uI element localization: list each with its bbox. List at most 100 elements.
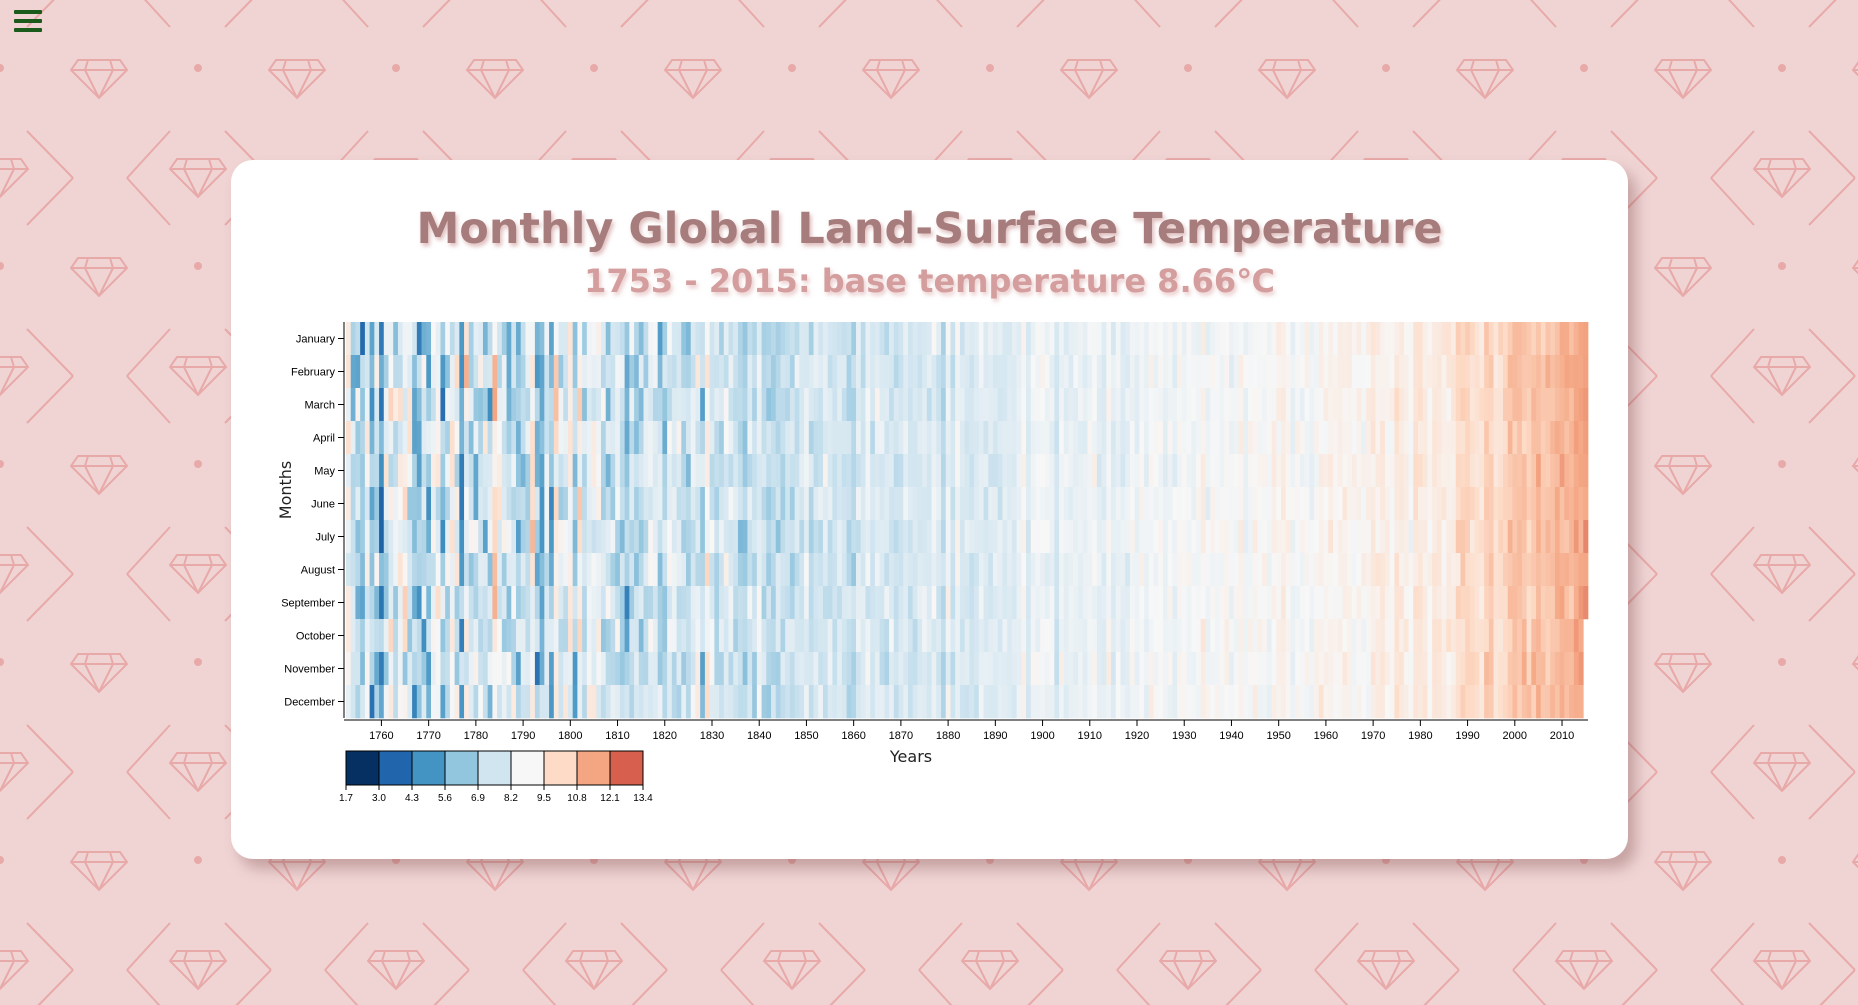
heatmap-cell[interactable] (837, 586, 843, 620)
heatmap-cell[interactable] (1101, 454, 1107, 488)
heatmap-cell[interactable] (889, 388, 895, 422)
heatmap-cell[interactable] (596, 355, 602, 389)
heatmap-cell[interactable] (1554, 388, 1561, 422)
heatmap-cell[interactable] (662, 619, 668, 653)
heatmap-cell[interactable] (1460, 421, 1466, 455)
heatmap-cell[interactable] (1342, 454, 1348, 488)
heatmap-cell[interactable] (1356, 454, 1362, 488)
heatmap-cell[interactable] (903, 322, 909, 356)
heatmap-cell[interactable] (1196, 520, 1202, 554)
heatmap-cell[interactable] (374, 586, 380, 620)
heatmap-cell[interactable] (1498, 454, 1504, 488)
heatmap-cell[interactable] (771, 487, 777, 521)
heatmap-cell[interactable] (572, 421, 578, 455)
heatmap-cell[interactable] (1096, 586, 1102, 620)
heatmap-cell[interactable] (1120, 685, 1126, 719)
heatmap-cell[interactable] (1526, 355, 1532, 389)
heatmap-cell[interactable] (1474, 586, 1480, 620)
heatmap-cell[interactable] (931, 355, 937, 389)
heatmap-cell[interactable] (586, 388, 592, 422)
heatmap-cell[interactable] (1238, 421, 1244, 455)
heatmap-cell[interactable] (747, 388, 753, 422)
heatmap-cell[interactable] (454, 421, 460, 455)
heatmap-cell[interactable] (704, 322, 710, 356)
heatmap-cell[interactable] (681, 685, 687, 719)
heatmap-cell[interactable] (1181, 619, 1187, 653)
heatmap-cell[interactable] (397, 322, 404, 356)
heatmap-cell[interactable] (388, 652, 394, 686)
heatmap-cell[interactable] (874, 619, 880, 653)
heatmap-cell[interactable] (582, 553, 588, 587)
heatmap-cell[interactable] (1271, 355, 1277, 389)
heatmap-cell[interactable] (582, 586, 588, 620)
heatmap-cell[interactable] (1167, 652, 1173, 686)
heatmap-cell[interactable] (1488, 322, 1494, 356)
heatmap-cell[interactable] (563, 685, 569, 719)
heatmap-cell[interactable] (1559, 685, 1565, 719)
heatmap-cell[interactable] (1035, 388, 1041, 422)
heatmap-cell[interactable] (563, 619, 569, 653)
heatmap-cell[interactable] (1238, 388, 1244, 422)
heatmap-cell[interactable] (780, 454, 786, 488)
heatmap-cell[interactable] (591, 619, 597, 653)
heatmap-cell[interactable] (945, 421, 951, 455)
heatmap-cell[interactable] (1214, 421, 1220, 455)
heatmap-cell[interactable] (1115, 553, 1121, 587)
heatmap-cell[interactable] (1484, 487, 1490, 521)
heatmap-cell[interactable] (1007, 388, 1013, 422)
heatmap-cell[interactable] (789, 520, 795, 554)
heatmap-cell[interactable] (1436, 553, 1442, 587)
heatmap-cell[interactable] (511, 619, 517, 653)
heatmap-cell[interactable] (1054, 520, 1060, 554)
heatmap-cell[interactable] (719, 322, 725, 356)
heatmap-cell[interactable] (1214, 454, 1220, 488)
heatmap-cell[interactable] (516, 685, 522, 719)
heatmap-cell[interactable] (416, 520, 422, 554)
heatmap-cell[interactable] (1172, 685, 1178, 719)
heatmap-cell[interactable] (549, 619, 555, 653)
heatmap-cell[interactable] (478, 553, 484, 587)
heatmap-cell[interactable] (992, 553, 999, 587)
heatmap-cell[interactable] (1507, 322, 1513, 356)
heatmap-cell[interactable] (1186, 619, 1192, 653)
heatmap-cell[interactable] (601, 586, 607, 620)
heatmap-cell[interactable] (1068, 487, 1074, 521)
heatmap-cell[interactable] (903, 487, 909, 521)
heatmap-cell[interactable] (756, 322, 762, 356)
heatmap-cell[interactable] (506, 487, 512, 521)
heatmap-cell[interactable] (1262, 619, 1268, 653)
heatmap-cell[interactable] (964, 355, 970, 389)
heatmap-cell[interactable] (1550, 322, 1556, 356)
heatmap-cell[interactable] (1356, 553, 1362, 587)
heatmap-cell[interactable] (605, 355, 611, 389)
heatmap-cell[interactable] (742, 355, 748, 389)
heatmap-cell[interactable] (454, 322, 460, 356)
heatmap-cell[interactable] (591, 487, 597, 521)
heatmap-cell[interactable] (941, 454, 947, 488)
heatmap-cell[interactable] (780, 421, 786, 455)
heatmap-cell[interactable] (1583, 487, 1589, 521)
heatmap-cell[interactable] (402, 355, 408, 389)
heatmap-cell[interactable] (1115, 487, 1121, 521)
heatmap-cell[interactable] (582, 322, 588, 356)
heatmap-cell[interactable] (1162, 619, 1169, 653)
heatmap-cell[interactable] (827, 487, 833, 521)
heatmap-cell[interactable] (634, 619, 640, 653)
heatmap-cell[interactable] (1517, 421, 1523, 455)
heatmap-cell[interactable] (941, 487, 947, 521)
heatmap-cell[interactable] (690, 619, 696, 653)
heatmap-cell[interactable] (808, 652, 814, 686)
heatmap-cell[interactable] (601, 421, 607, 455)
heatmap-cell[interactable] (851, 355, 857, 389)
heatmap-cell[interactable] (747, 685, 753, 719)
heatmap-cell[interactable] (1073, 322, 1079, 356)
heatmap-cell[interactable] (1564, 322, 1570, 356)
heatmap-cell[interactable] (1351, 586, 1357, 620)
heatmap-cell[interactable] (1545, 553, 1551, 587)
heatmap-cell[interactable] (1077, 322, 1084, 356)
heatmap-cell[interactable] (941, 421, 947, 455)
heatmap-cell[interactable] (841, 388, 847, 422)
heatmap-cell[interactable] (511, 421, 517, 455)
heatmap-cell[interactable] (1030, 454, 1036, 488)
heatmap-cell[interactable] (1040, 685, 1046, 719)
